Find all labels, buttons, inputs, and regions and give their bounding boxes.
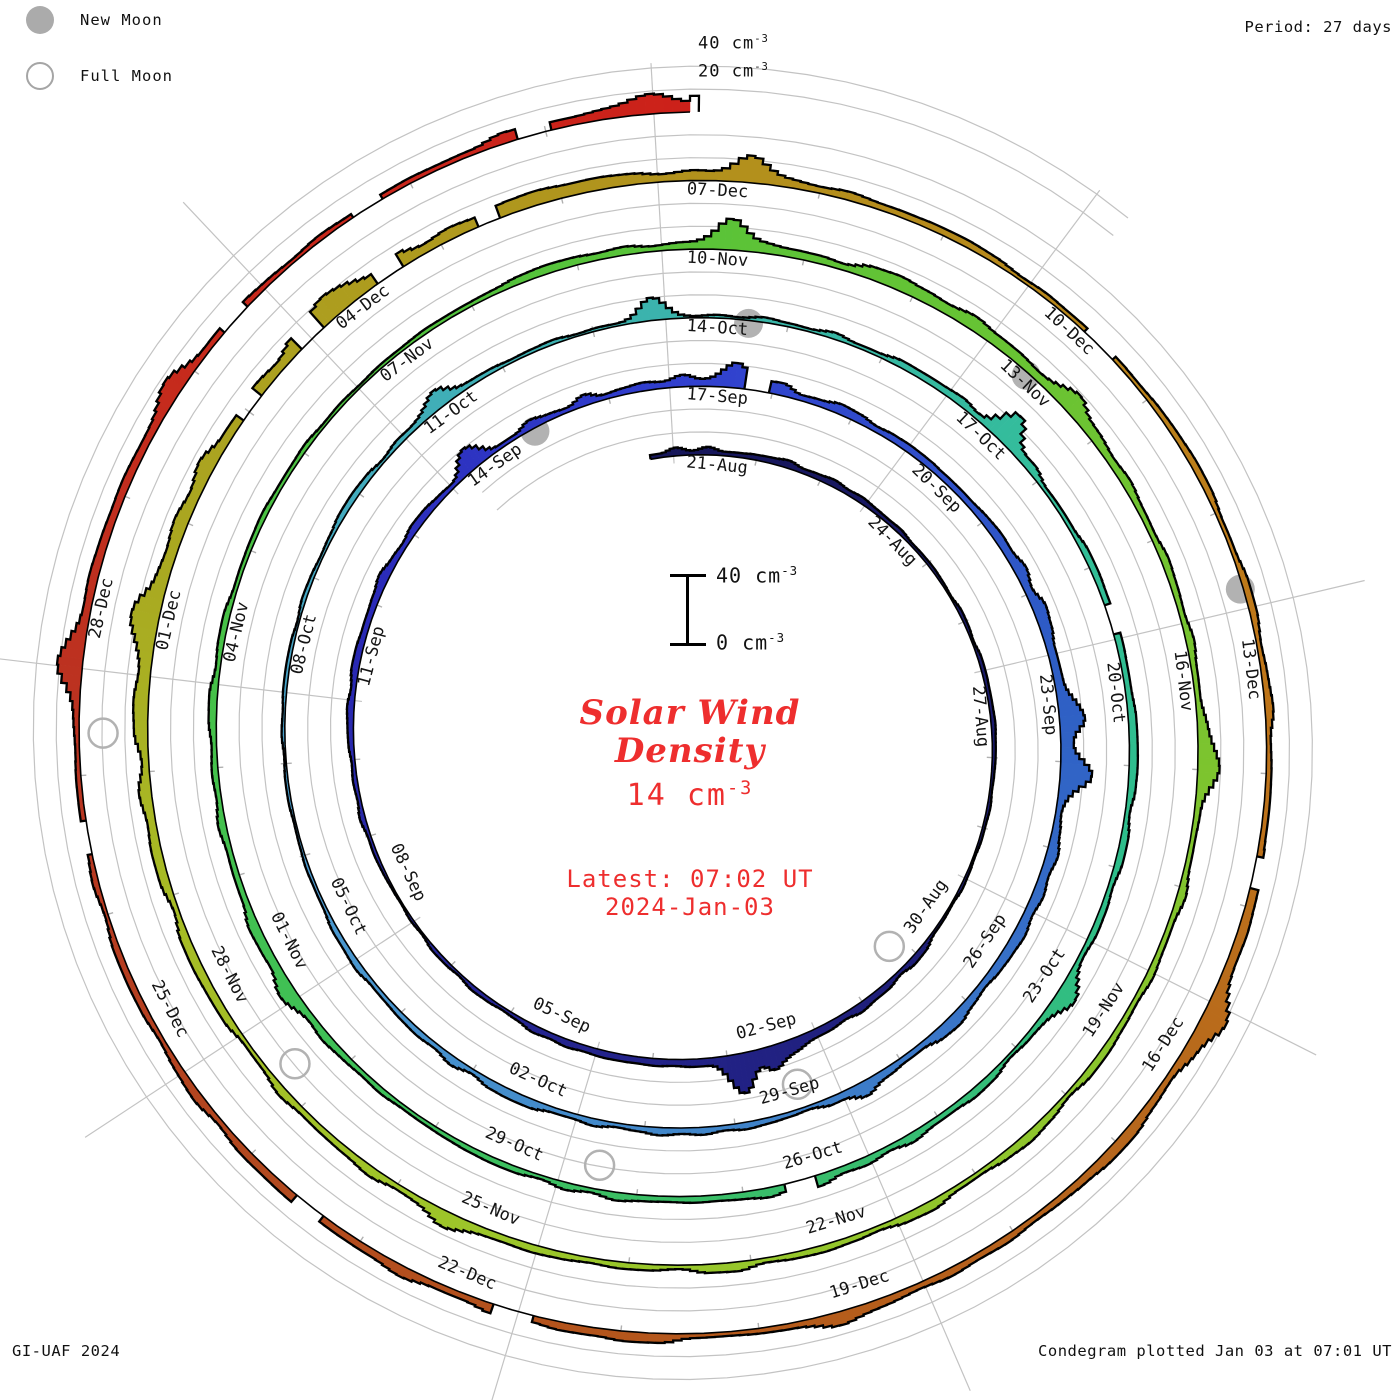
density-outline: [813, 631, 1140, 1189]
density-fill: [133, 712, 149, 722]
sector-line: [811, 1022, 971, 1391]
baseline-spiral: [78, 111, 1268, 1335]
density-fill: [618, 102, 630, 118]
legend-full-moon: Full Moon: [26, 62, 173, 90]
density-outline: [1111, 355, 1275, 860]
density-outline: [394, 215, 480, 268]
density-fill: [132, 696, 149, 707]
plotted-timestamp: Condegram plotted Jan 03 at 07:01 UT: [1038, 1342, 1392, 1360]
sector-line: [491, 1041, 601, 1400]
scale-bar-0-label: 0 cm-3: [716, 630, 786, 655]
latest-block: Latest: 07:02 UT 2024-Jan-03: [440, 865, 940, 921]
density-outline: [86, 852, 298, 1204]
full-moon-marker: [583, 1149, 616, 1182]
density-outline: [317, 1215, 495, 1315]
density-fill: [1060, 737, 1075, 743]
date-label: 08-Sep: [386, 840, 430, 904]
density-outline: [548, 92, 701, 131]
density-outline: [494, 154, 1090, 333]
density-outline: [241, 212, 355, 308]
density-outline: [345, 361, 998, 1095]
density-outline: [55, 326, 226, 823]
density-outline: [128, 217, 1221, 1275]
grid-spiral: [55, 88, 1291, 1358]
chart-title-line2: Density: [614, 731, 766, 771]
sector-line: [859, 189, 1101, 513]
sector-line: [84, 916, 421, 1138]
axis-20-label: 20 cm-3: [698, 60, 769, 82]
full-moon-marker: [873, 930, 906, 963]
center-annotation: Solar Wind Density 14 cm-3 Latest: 07:02…: [440, 694, 940, 921]
date-label: 10-Nov: [686, 248, 748, 272]
density-fill: [1129, 755, 1139, 763]
density-fill: [671, 98, 682, 113]
density-outline: [250, 336, 303, 397]
date-label: 14-Oct: [686, 316, 749, 340]
full-moon-marker: [279, 1047, 311, 1080]
scale-bar: [670, 574, 706, 646]
latest-date: 2024-Jan-03: [605, 893, 775, 921]
density-fill: [635, 95, 647, 116]
axis-40-label: 40 cm-3: [698, 33, 769, 54]
legend-new-moon: New Moon: [26, 6, 163, 34]
date-label: 02-Sep: [734, 1009, 798, 1044]
density-outline: [280, 296, 1112, 1137]
density-fill: [705, 170, 715, 181]
credit-label: GI-UAF 2024: [12, 1342, 121, 1360]
date-label: 17-Sep: [686, 384, 749, 409]
density-outline: [308, 272, 379, 329]
full-moon-marker: [781, 1068, 814, 1100]
density-fill: [680, 100, 691, 113]
density-outline: [378, 127, 519, 200]
density-fill: [626, 98, 638, 117]
full-moon-marker: [87, 717, 119, 749]
date-label: 27-Aug: [968, 685, 993, 748]
sector-line: [650, 63, 675, 464]
latest-density-value: 14 cm-3: [626, 778, 754, 813]
scale-bar-stem: [686, 577, 689, 643]
sector-line: [0, 658, 362, 703]
full-moon-label: Full Moon: [80, 67, 173, 85]
chart-title-line1: Solar Wind: [579, 693, 801, 733]
sector-line: [182, 201, 459, 495]
radial-axis-labels: 40 cm-3 20 cm-3: [698, 33, 769, 88]
sector-line: [974, 579, 1365, 674]
grid-spiral: [32, 65, 1313, 1381]
full-moon-icon: [26, 62, 54, 90]
date-label: 07-Dec: [686, 179, 748, 202]
sector-line: [957, 874, 1317, 1056]
density-fill: [134, 735, 149, 745]
density-fill: [1060, 742, 1075, 749]
new-moon-label: New Moon: [80, 11, 163, 29]
density-fill: [132, 704, 149, 714]
latest-time: Latest: 07:02 UT: [566, 865, 814, 893]
scale-bar-40-label: 40 cm-3: [716, 563, 799, 588]
new-moon-icon: [26, 6, 54, 34]
density-fill: [644, 93, 656, 115]
density-outline: [530, 886, 1260, 1345]
density-fill: [1129, 748, 1139, 756]
density-fill: [133, 720, 148, 729]
period-label: Period: 27 days: [1244, 18, 1392, 36]
